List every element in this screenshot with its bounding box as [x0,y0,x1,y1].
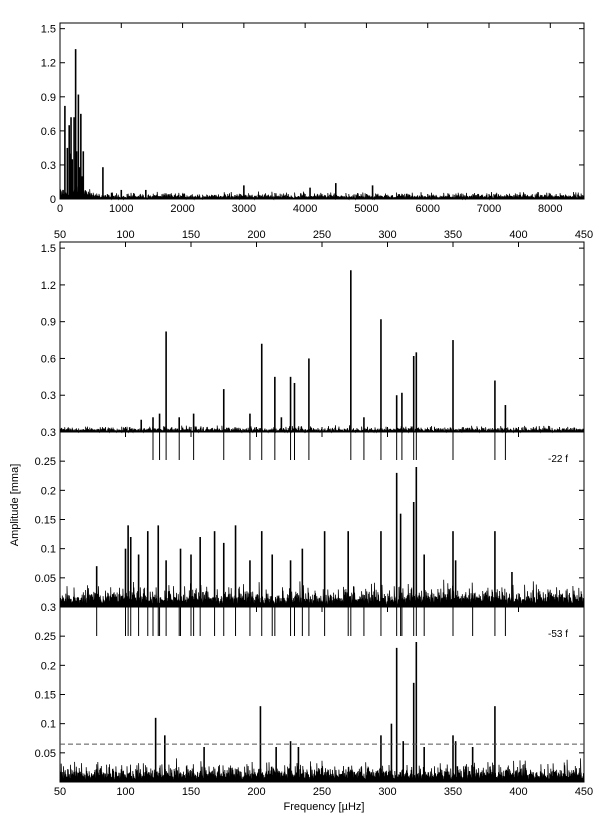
x-tick-label: 4000 [293,203,317,215]
y-tick-label: 0.25 [35,631,56,643]
x-tick-label: 450 [575,786,593,798]
panel-annotation: -22 f [548,454,568,465]
y-tick-label: 0.15 [35,690,56,702]
x-tick-label: 100 [116,229,134,241]
y-tick-label: 1.5 [41,243,56,255]
y-tick-label: 0.3 [41,602,56,614]
x-tick-label: 7000 [477,203,501,215]
x-tick-label: 300 [378,229,396,241]
x-tick-label: 100 [116,786,134,798]
x-tick-label: 300 [378,786,396,798]
x-tick-label: 200 [247,229,265,241]
y-tick-label: 0.3 [41,160,56,172]
panel-prewhitened-22f: 0.05 0.1 0.15 0.2 0.25 0.3 -22 f [35,427,585,608]
y-tick-label: 0 [50,194,56,206]
panel-prewhitened-53f: 0.05 0.1 0.15 0.2 0.25 0.3 50 100 150 200 250 300 35… [35,602,594,798]
x-tick-label: 50 [54,229,66,241]
x-tick-label: 50 [54,786,66,798]
y-axis-label: Amplitude [mma] [9,464,21,547]
y-tick-label: 0.9 [41,317,56,329]
x-tick-label: 400 [509,229,527,241]
x-tick-label: 450 [575,229,593,241]
y-tick-label: 0.6 [41,353,56,365]
x-tick-label: 250 [313,229,331,241]
x-tick-label: 400 [509,786,527,798]
y-tick-label: 0.1 [41,544,56,556]
x-tick-label: 350 [444,229,462,241]
panel-full-spectrum: 0 0.3 0.6 0.9 1.2 1.5 0 1000 2000 3000 4000 5000 600… [41,22,585,215]
x-tick-label: 3000 [232,203,256,215]
x-tick-label: 6000 [415,203,439,215]
y-tick-label: 0.3 [41,427,56,439]
x-tick-label: 1000 [109,203,133,215]
panel-annotation: -53 f [548,629,568,640]
chart-panels: 0 0.3 0.6 0.9 1.2 1.5 0 1000 2000 3000 4000 5000 600… [35,22,594,798]
y-tick-label: 1.2 [41,280,56,292]
x-tick-label: 150 [182,229,200,241]
x-tick-label: 350 [444,786,462,798]
y-tick-label: 0.2 [41,485,56,497]
x-tick-label: 0 [57,203,63,215]
noise-trace [59,186,585,201]
x-tick-label: 5000 [354,203,378,215]
x-tick-label: 150 [182,786,200,798]
y-tick-label: 0.05 [35,748,56,760]
y-tick-label: 1.2 [41,58,56,70]
y-tick-label: 0.6 [41,126,56,138]
plot-frame [59,22,585,200]
y-tick-label: 0.1 [41,719,56,731]
y-tick-label: 0.2 [41,660,56,672]
x-tick-label: 2000 [170,203,194,215]
x-tick-label: 200 [247,786,265,798]
panel-zoom-original: 0.3 0.6 0.9 1.2 1.5 50 100 150 200 250 300 350 400 45… [41,229,593,434]
plot-frame [59,241,585,433]
y-tick-label: 0.05 [35,573,56,585]
x-tick-label: 250 [313,786,331,798]
noise-trace [59,758,585,783]
x-axis-label: Frequency [µHz] [284,801,365,813]
y-tick-label: 0.3 [41,390,56,402]
y-tick-label: 0.9 [41,92,56,104]
x-tick-label: 8000 [538,203,562,215]
y-tick-label: 0.15 [35,515,56,527]
y-tick-label: 1.5 [41,24,56,36]
y-tick-label: 0.25 [35,456,56,468]
